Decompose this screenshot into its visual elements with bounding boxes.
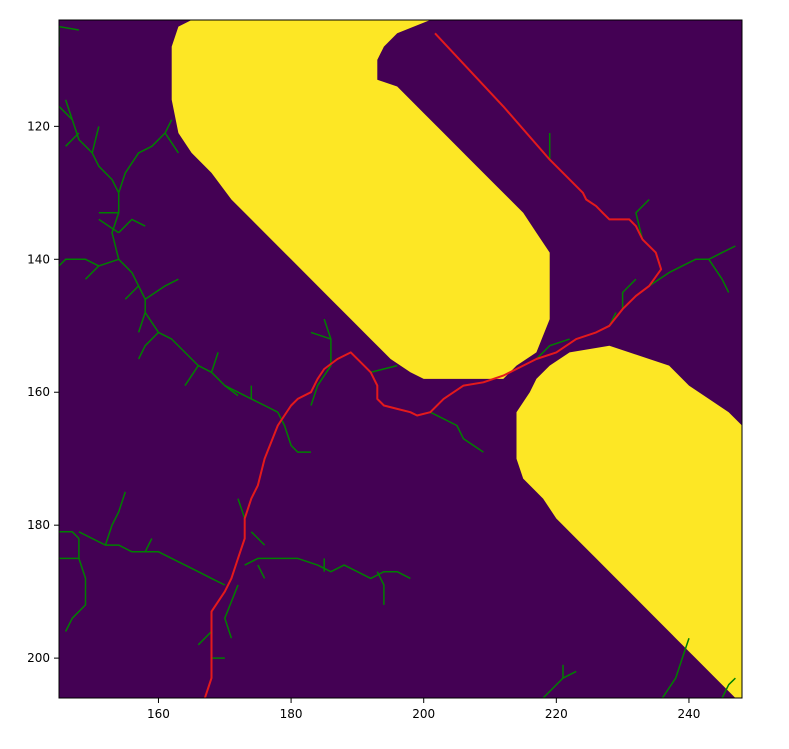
tree-branch	[144, 538, 153, 553]
obstacle-layer	[171, 20, 742, 698]
tree-branch	[164, 119, 173, 134]
tree-branch	[197, 630, 213, 646]
tree-branch	[224, 385, 239, 397]
tree-branch	[244, 557, 411, 580]
tree-branch	[370, 364, 398, 374]
tree-branch	[65, 132, 80, 147]
x-tick-label: 180	[280, 707, 303, 721]
y-tick-label: 200	[27, 651, 50, 665]
tree-branch	[250, 531, 266, 546]
tree-branch	[64, 538, 87, 632]
tree-branch	[257, 564, 266, 579]
tree-branch	[59, 531, 80, 540]
tree-branch	[137, 331, 160, 360]
tree-branch	[648, 245, 736, 287]
tree-branch	[98, 218, 120, 234]
tree-branch	[277, 411, 311, 453]
y-axis: 120 140 160 180 200	[27, 119, 59, 665]
x-axis: 160 180 200 220 240	[147, 698, 700, 721]
tree-branch	[237, 498, 246, 519]
tree-branch	[184, 365, 199, 387]
x-tick-label: 240	[677, 707, 700, 721]
x-tick-label: 220	[545, 707, 568, 721]
tree-branch	[310, 318, 332, 406]
x-tick-label: 200	[412, 707, 435, 721]
y-tick-label: 120	[27, 119, 50, 133]
tree-branch	[59, 25, 80, 31]
tree-branch	[164, 132, 180, 154]
tree-branch	[104, 491, 127, 546]
tree-branch	[535, 338, 570, 360]
path-line	[203, 32, 663, 698]
tree-branch	[144, 278, 179, 300]
plot-frame	[58, 19, 743, 699]
tree-branch	[310, 331, 332, 340]
tree-branch	[78, 531, 226, 586]
tree-branch	[224, 584, 239, 639]
tree-branch	[635, 198, 650, 240]
tree-branch	[124, 285, 140, 300]
tree-branch	[621, 278, 637, 310]
tree-branch	[64, 99, 74, 120]
tree-branch	[137, 312, 146, 333]
y-tick-label: 160	[27, 385, 50, 399]
tree-branch	[429, 411, 484, 453]
obstacle-lower	[516, 345, 742, 698]
y-tick-label: 180	[27, 518, 50, 532]
tree-branch	[59, 258, 100, 267]
tree-branch	[721, 677, 736, 698]
tree-layer	[59, 25, 736, 698]
tree-branch	[91, 126, 100, 154]
tree-branch	[117, 132, 166, 194]
y-tick-label: 140	[27, 252, 50, 266]
tree-branch	[118, 218, 146, 234]
tree-branch	[210, 352, 219, 373]
tree-branch	[376, 571, 385, 605]
tree-branch	[708, 258, 730, 293]
tree-branch	[661, 637, 690, 698]
path-layer	[203, 32, 663, 698]
tree-branch	[111, 192, 279, 413]
obstacle-upper	[171, 20, 550, 379]
x-tick-label: 160	[147, 707, 170, 721]
